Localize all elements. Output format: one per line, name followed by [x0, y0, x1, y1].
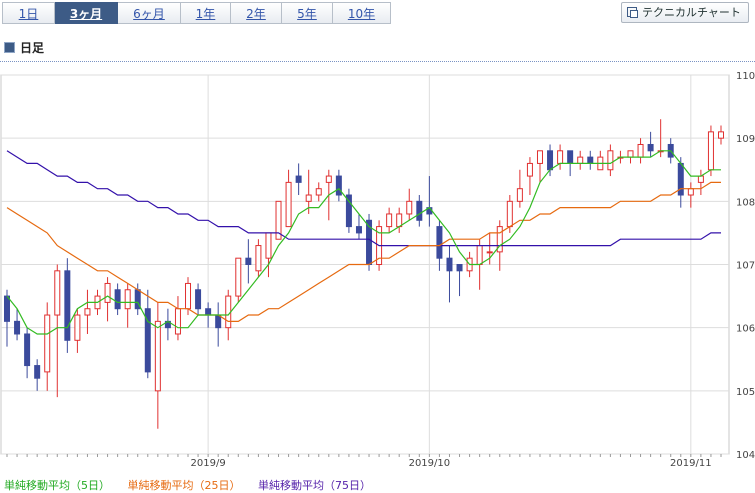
- candle-down: [416, 200, 423, 221]
- candle-up: [185, 282, 192, 310]
- section-title-text: 日足: [20, 41, 45, 55]
- y-tick-label: 106: [736, 324, 755, 335]
- candle-up: [536, 150, 543, 164]
- candle-down: [64, 270, 71, 341]
- candle-down: [34, 365, 41, 379]
- y-tick-label: 105: [736, 387, 755, 398]
- y-tick-label: 110: [736, 71, 755, 82]
- tab-5y[interactable]: 5年: [282, 2, 333, 24]
- candle-up: [627, 150, 634, 158]
- candle-up: [84, 308, 91, 316]
- tab-6m[interactable]: 6ヶ月: [118, 2, 181, 24]
- candle-up: [396, 213, 403, 228]
- ma75-line: [6, 150, 721, 247]
- technical-chart-button[interactable]: テクニカルチャート: [621, 2, 749, 23]
- section-title: 日足: [4, 39, 44, 56]
- legend: 単純移動平均（5日） 単純移動平均（25日） 単純移動平均（75日）: [4, 477, 385, 493]
- period-tabs: 1日 3ヶ月 6ヶ月 1年 2年 5年 10年: [2, 2, 391, 24]
- candle-up: [275, 200, 282, 240]
- candle-up: [476, 245, 483, 266]
- candle-down: [567, 150, 574, 164]
- candle-down: [647, 143, 654, 152]
- candle-up: [637, 143, 644, 158]
- candle-down: [245, 257, 252, 266]
- candle-down: [4, 295, 10, 322]
- tab-3m[interactable]: 3ヶ月: [55, 2, 118, 24]
- candle-down: [345, 194, 352, 228]
- candle-down: [436, 226, 443, 259]
- y-tick-label: 108: [736, 197, 755, 208]
- x-tick-label: 2019/9: [191, 458, 226, 469]
- candle-up: [255, 245, 262, 272]
- y-tick-label: 107: [736, 261, 755, 272]
- candle-down: [446, 257, 453, 272]
- candle-down: [587, 156, 594, 164]
- candle-up: [516, 188, 523, 202]
- candle-down: [355, 226, 362, 234]
- legend-ma75: 単純移動平均（75日）: [258, 479, 371, 492]
- candle-down: [456, 264, 463, 272]
- candle-down: [24, 333, 31, 367]
- window-icon: [627, 7, 638, 18]
- candle-up: [124, 289, 131, 310]
- ma5-line: [6, 150, 721, 335]
- candle-up: [74, 314, 81, 341]
- x-tick-label: 2019/10: [409, 458, 451, 469]
- candle-up: [154, 320, 161, 392]
- candle-down: [195, 289, 202, 310]
- candle-up: [506, 200, 513, 228]
- candle-up: [325, 175, 332, 183]
- candle-up: [607, 150, 614, 171]
- candle-up: [557, 150, 564, 164]
- candle-up: [496, 226, 503, 253]
- candle-up: [44, 314, 51, 373]
- candle-down: [335, 175, 342, 196]
- candle-up: [687, 188, 694, 196]
- tab-1y[interactable]: 1年: [181, 2, 231, 24]
- tab-1d[interactable]: 1日: [2, 2, 55, 24]
- candle-up: [235, 257, 242, 297]
- ma25-line: [6, 181, 721, 322]
- candle-down: [295, 175, 302, 183]
- candle-down: [144, 308, 151, 373]
- candle-up: [104, 282, 111, 303]
- candle-up: [285, 181, 292, 228]
- y-tick-label: 104: [736, 450, 755, 461]
- tab-10y[interactable]: 10年: [333, 2, 391, 24]
- candle-down: [215, 314, 222, 329]
- technical-chart-label: テクニカルチャート: [642, 6, 741, 19]
- candle-up: [526, 162, 533, 177]
- candle-up: [54, 270, 61, 316]
- candle-down: [205, 308, 212, 316]
- candle-up: [577, 156, 584, 164]
- candlestick-chart: 104 105 106 107 108 109 110 2019/9 2019/10 2019/1…: [0, 71, 755, 469]
- candle-up: [697, 175, 704, 183]
- candle-up: [265, 232, 272, 259]
- candle-up: [174, 308, 181, 335]
- candle-down: [14, 320, 21, 335]
- candle-up: [386, 213, 393, 228]
- candle-up: [315, 188, 322, 196]
- candle-up: [718, 131, 724, 139]
- candle-up: [406, 200, 413, 215]
- legend-ma25: 単純移動平均（25日）: [127, 479, 241, 492]
- y-tick-label: 109: [736, 134, 755, 145]
- candle-up: [305, 194, 312, 202]
- candle-up: [486, 251, 493, 254]
- tab-2y[interactable]: 2年: [231, 2, 282, 24]
- candle-down: [114, 289, 121, 310]
- x-tick-label: 2019/11: [670, 458, 712, 469]
- legend-ma5: 単純移動平均（5日）: [4, 479, 110, 492]
- square-bullet-icon: [4, 42, 15, 53]
- dotted-divider: [0, 61, 755, 62]
- candle-up: [707, 131, 714, 171]
- candle-down: [547, 150, 554, 171]
